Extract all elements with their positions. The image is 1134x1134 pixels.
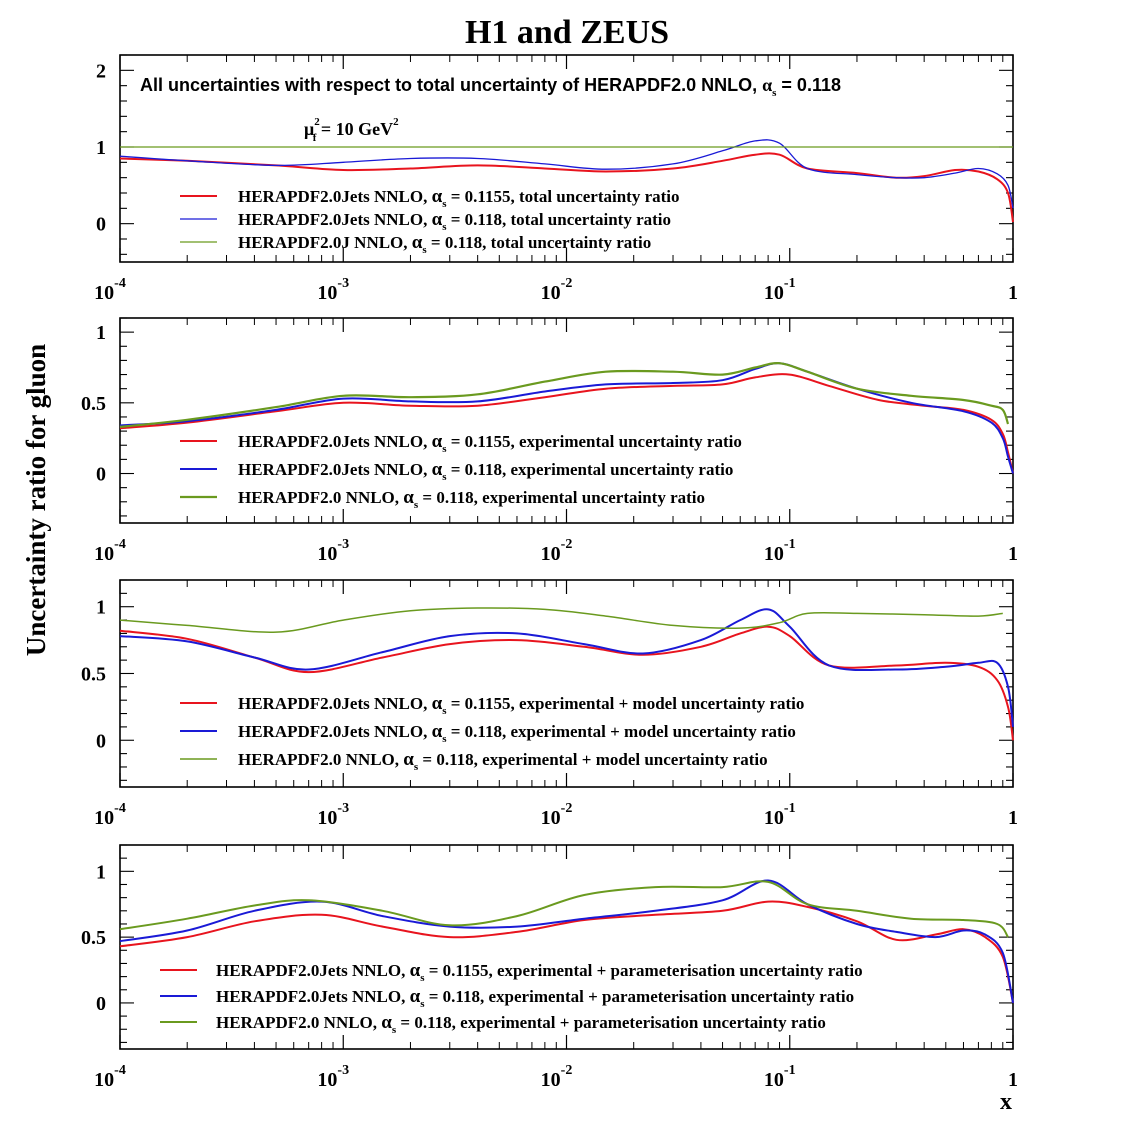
panel-1: 10-4 10-3 10-2 10-1 1 0 1 2 HERAPDF2.0Jets NNLO,…	[94, 54, 1018, 304]
legend-entry: HERAPDF2.0Jets NNLO, αs = 0.118, experim…	[216, 986, 854, 1010]
legend-entry: HERAPDF2.0 NNLO, αs = 0.118, experimenta…	[238, 487, 705, 511]
x-tick-label: 10-4	[94, 276, 126, 304]
x-tick-label: 1	[1008, 282, 1018, 304]
legend-entry: HERAPDF2.0 NNLO, αs = 0.118, experimenta…	[216, 1012, 826, 1036]
x-tick-label: 10-4	[94, 1063, 126, 1091]
figure-title: H1 and ZEUS	[465, 14, 669, 51]
y-tick-label: 1	[96, 322, 106, 344]
x-tick-label: 10-1	[764, 276, 796, 304]
series-line-blue	[119, 139, 1014, 209]
legend-entry: HERAPDF2.0Jets NNLO, αs = 0.118, experim…	[238, 721, 796, 745]
x-axis-label: x	[1000, 1089, 1012, 1115]
x-tick-label: 10-1	[764, 801, 796, 829]
x-tick-label: 10-3	[317, 1063, 349, 1091]
y-tick-label: 0	[96, 464, 106, 486]
x-tick-label: 10-2	[541, 801, 573, 829]
y-tick-label: 0.5	[81, 927, 106, 949]
scale-annotation: μ2 f = 10 GeV2	[304, 116, 399, 144]
y-tick-label: 0.5	[81, 393, 106, 415]
y-tick-label: 2	[96, 60, 106, 82]
x-tick-label: 10-2	[541, 537, 573, 565]
legend-entry: HERAPDF2.0Jets NNLO, αs = 0.118, total u…	[238, 209, 671, 233]
legend-entry: HERAPDF2.0 NNLO, αs = 0.118, experimenta…	[238, 749, 768, 773]
header-annotation: All uncertainties with respect to total …	[140, 75, 841, 99]
legend-entry: HERAPDF2.0Jets NNLO, αs = 0.1155, experi…	[238, 693, 804, 717]
legend-entry: HERAPDF2.0Jets NNLO, αs = 0.1155, experi…	[216, 960, 863, 984]
series-line-green	[119, 880, 1009, 938]
x-tick-label: 1	[1008, 543, 1018, 565]
series-line-blue	[119, 608, 1014, 728]
legend-entry: HERAPDF2.0Jets NNLO, αs = 0.1155, total …	[238, 186, 680, 210]
y-tick-label: 1	[96, 861, 106, 883]
series-line-red	[119, 373, 1014, 474]
series-line-green	[119, 362, 1010, 428]
y-tick-label: 1	[96, 137, 106, 159]
x-tick-label: 10-2	[541, 1063, 573, 1091]
series-line-blue	[119, 362, 1014, 474]
series-line-green	[119, 607, 1003, 633]
y-tick-label: 0	[96, 214, 106, 236]
panel-3: 10-4 10-3 10-2 10-1 1 0 0.5 1 HERAPDF2.0Jets NNL…	[81, 579, 1018, 829]
y-tick-label: 0	[96, 993, 106, 1015]
x-tick-label: 10-4	[94, 801, 126, 829]
x-tick-label: 1	[1008, 1069, 1018, 1091]
x-tick-label: 10-2	[541, 276, 573, 304]
x-tick-label: 10-3	[317, 537, 349, 565]
x-tick-label: 10-3	[317, 276, 349, 304]
series-line-red	[119, 625, 1014, 741]
y-tick-label: 0.5	[81, 663, 106, 685]
y-tick-label: 0	[96, 730, 106, 752]
x-tick-label: 10-4	[94, 537, 126, 565]
y-tick-label: 1	[96, 597, 106, 619]
legend-entry: HERAPDF2.0Jets NNLO, αs = 0.118, experim…	[238, 459, 733, 483]
panel-2: 10-4 10-3 10-2 10-1 1 0 0.5 1 HERAPDF2.0Jets NNL…	[81, 317, 1018, 565]
panel-4: 10-4 10-3 10-2 10-1 1 0 0.5 1 HERAPDF2.0Jets NNL…	[81, 844, 1018, 1091]
x-tick-label: 10-3	[317, 801, 349, 829]
x-tick-label: 10-1	[764, 537, 796, 565]
x-tick-label: 10-1	[764, 1063, 796, 1091]
series-line-red	[119, 900, 1014, 1004]
legend-entry: HERAPDF2.0Jets NNLO, αs = 0.1155, experi…	[238, 431, 742, 455]
y-axis-label: Uncertainty ratio for gluon	[21, 344, 51, 656]
chart-panels: 10-4 10-3 10-2 10-1 1 0 1 2 HERAPDF2.0Jets NNLO,…	[81, 54, 1018, 1091]
legend-entry: HERAPDF2.0J NNLO, αs = 0.118, total unce…	[238, 232, 651, 256]
x-tick-label: 1	[1008, 807, 1018, 829]
